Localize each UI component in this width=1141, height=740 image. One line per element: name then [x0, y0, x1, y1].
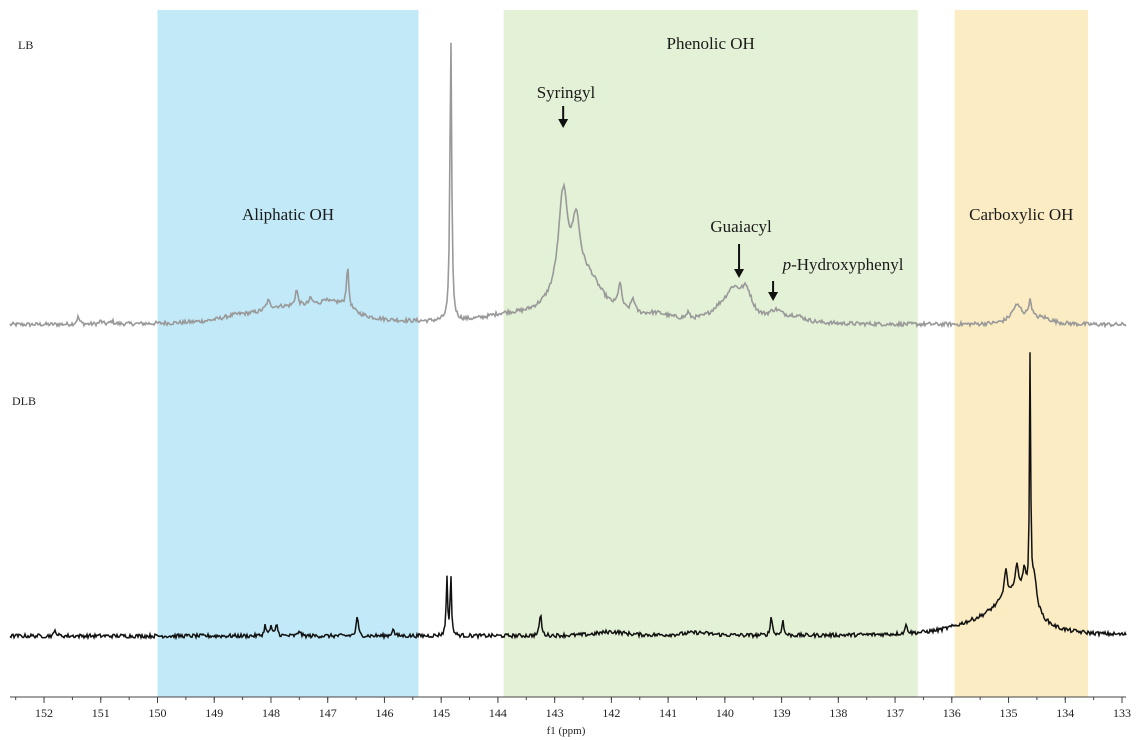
x-tick-label: 149 [205, 706, 223, 720]
x-axis: 152 151 150 149 148 147 146 145 144 143 142 141 140 1… [10, 696, 1131, 720]
x-tick-label: 136 [943, 706, 961, 720]
annotation-label-1: Guaiacyl [710, 217, 772, 236]
spectrum-lb [9, 42, 1127, 329]
series-label-lb: LB [18, 38, 33, 52]
region-label-0: Aliphatic OH [242, 205, 334, 224]
x-tick-label: 152 [35, 706, 53, 720]
region-label-1: Phenolic OH [667, 34, 755, 53]
x-axis-title: f1 (ppm) [547, 725, 586, 737]
x-tick-label: 144 [489, 706, 507, 720]
x-tick-label: 137 [886, 706, 904, 720]
x-tick-label: 143 [546, 706, 564, 720]
x-tick-label: 139 [773, 706, 791, 720]
annotation-label-0: Syringyl [537, 83, 596, 102]
x-tick-label: 151 [92, 706, 110, 720]
x-tick-label: 135 [1000, 706, 1018, 720]
annotation-arrowhead-1 [734, 269, 745, 278]
peak-annotations: Syringyl Guaiacyl p-Hydroxyphenyl [537, 83, 904, 301]
x-tick-label: 145 [432, 706, 450, 720]
series-label-dlb: DLB [12, 394, 36, 408]
annotation-arrowhead-0 [558, 119, 569, 128]
series-labels: LB DLB [12, 38, 36, 408]
x-tick-label: 133 [1113, 706, 1131, 720]
x-tick-label: 142 [602, 706, 620, 720]
region-carboxylic-oh [954, 10, 1088, 697]
x-tick-label: 134 [1056, 706, 1074, 720]
region-aliphatic-oh [157, 10, 419, 697]
x-tick-label: 147 [319, 706, 337, 720]
annotation-label-2: p-Hydroxyphenyl [782, 255, 904, 274]
x-tick-label: 141 [659, 706, 677, 720]
region-phenolic-oh [503, 10, 918, 697]
spectrum-dlb [9, 352, 1127, 641]
region-label-2: Carboxylic OH [969, 205, 1073, 224]
spectra [9, 42, 1127, 641]
x-tick-label: 146 [375, 706, 393, 720]
x-tick-label: 138 [829, 706, 847, 720]
region-labels: Aliphatic OH Phenolic OH Carboxylic OH [242, 34, 1074, 224]
highlight-regions [157, 10, 1088, 697]
x-tick-label: 140 [716, 706, 734, 720]
x-tick-label: 148 [262, 706, 280, 720]
annotation-arrowhead-2 [768, 292, 779, 301]
x-tick-label: 150 [149, 706, 167, 720]
